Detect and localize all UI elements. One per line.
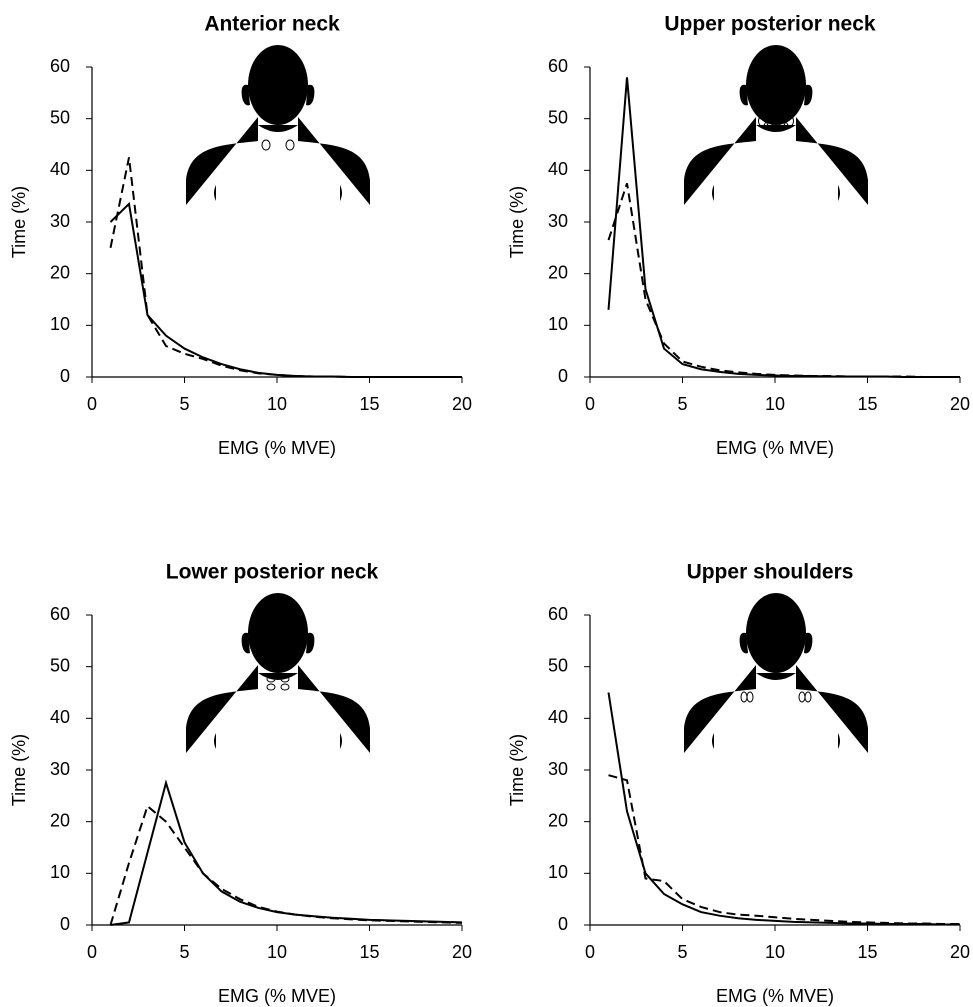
y-tick-label: 0 — [60, 366, 70, 386]
x-tick-label: 5 — [179, 942, 189, 962]
x-tick-label: 0 — [585, 942, 595, 962]
chart-title: Upper posterior neck — [664, 13, 876, 36]
y-tick-label: 50 — [548, 655, 568, 675]
y-axis-label: Time (%) — [507, 186, 527, 258]
x-tick-label: 10 — [267, 394, 287, 414]
chart-title: Upper shoulders — [687, 561, 854, 584]
data-line — [607, 692, 960, 926]
x-tick-label: 20 — [950, 942, 970, 962]
data-line — [109, 804, 463, 926]
x-tick-label: 15 — [359, 942, 379, 962]
x-tick-label: 0 — [87, 394, 97, 414]
y-axis-label: Time (%) — [507, 734, 527, 806]
x-axis-label: EMG (% MVE) — [716, 438, 834, 458]
y-tick-label: 40 — [50, 707, 70, 727]
y-tick-label: 30 — [50, 211, 70, 231]
y-tick-label: 30 — [548, 211, 568, 231]
x-tick-label: 20 — [452, 394, 472, 414]
y-tick-label: 10 — [548, 314, 568, 334]
y-tick-label: 50 — [50, 107, 70, 127]
x-tick-label: 10 — [267, 942, 287, 962]
y-axis-label: Time (%) — [9, 734, 29, 806]
data-line — [109, 201, 462, 378]
x-axis-label: EMG (% MVE) — [218, 438, 336, 458]
y-axis-label: Time (%) — [9, 186, 29, 258]
y-tick-label: 30 — [548, 759, 568, 779]
body-illustration — [684, 593, 868, 753]
data-line — [607, 182, 960, 378]
x-tick-label: 15 — [857, 942, 877, 962]
x-tick-label: 15 — [857, 394, 877, 414]
y-tick-label: 40 — [50, 159, 70, 179]
data-line — [110, 779, 463, 926]
data-line — [109, 157, 462, 378]
y-tick-label: 10 — [548, 862, 568, 882]
x-axis-label: EMG (% MVE) — [716, 986, 834, 1006]
chart-title: Lower posterior neck — [166, 561, 379, 584]
y-tick-label: 20 — [548, 262, 568, 282]
body-illustration — [186, 45, 370, 205]
x-tick-label: 5 — [677, 942, 687, 962]
body-illustration — [684, 45, 868, 205]
y-tick-label: 20 — [548, 810, 568, 830]
y-tick-label: 0 — [60, 914, 70, 934]
y-tick-label: 10 — [50, 862, 70, 882]
y-tick-label: 0 — [558, 366, 568, 386]
y-tick-label: 50 — [50, 655, 70, 675]
x-tick-label: 20 — [452, 942, 472, 962]
x-tick-label: 0 — [87, 942, 97, 962]
x-tick-label: 20 — [950, 394, 970, 414]
y-tick-label: 60 — [50, 604, 70, 624]
x-tick-label: 5 — [677, 394, 687, 414]
x-axis-label: EMG (% MVE) — [218, 986, 336, 1006]
y-tick-label: 60 — [548, 604, 568, 624]
x-tick-label: 15 — [359, 394, 379, 414]
y-tick-label: 10 — [50, 314, 70, 334]
x-tick-label: 5 — [179, 394, 189, 414]
y-tick-label: 0 — [558, 914, 568, 934]
x-tick-label: 10 — [765, 394, 785, 414]
y-tick-label: 20 — [50, 262, 70, 282]
y-tick-label: 60 — [50, 56, 70, 76]
x-tick-label: 10 — [765, 942, 785, 962]
y-tick-label: 20 — [50, 810, 70, 830]
x-tick-label: 0 — [585, 394, 595, 414]
y-tick-label: 40 — [548, 159, 568, 179]
y-tick-label: 50 — [548, 107, 568, 127]
y-tick-label: 60 — [548, 56, 568, 76]
data-line — [608, 774, 960, 925]
y-tick-label: 40 — [548, 707, 568, 727]
body-illustration — [186, 593, 370, 753]
chart-title: Anterior neck — [204, 13, 340, 36]
y-tick-label: 30 — [50, 759, 70, 779]
